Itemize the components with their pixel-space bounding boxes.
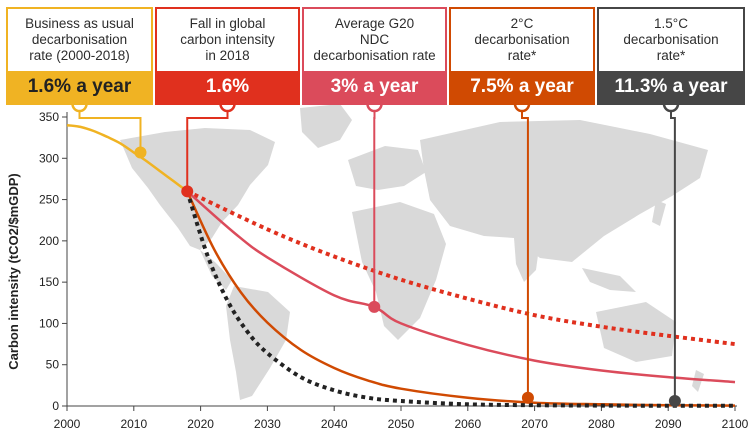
box-rate: 3% a year	[304, 71, 445, 103]
x-tick-label: 2010	[120, 417, 147, 431]
y-tick-label: 50	[46, 358, 60, 372]
annotation-box-g20-ndc: Average G20 NDC decarbonisation rate 3% …	[302, 7, 447, 105]
annotation-box-bau: Business as usual decarbonisation rate (…	[6, 7, 153, 105]
series-layer	[66, 124, 736, 408]
x-tick-label: 2040	[321, 417, 348, 431]
y-tick-label: 0	[52, 399, 59, 413]
x-tick-label: 2090	[655, 417, 682, 431]
x-tick-label: 2080	[588, 417, 615, 431]
data-marker-dot	[668, 395, 681, 408]
x-tick-label: 2020	[187, 417, 214, 431]
series-line-fall2018	[186, 189, 736, 347]
data-marker-dot	[368, 300, 381, 313]
y-tick-label: 100	[39, 316, 59, 330]
box-label: 1.5°C decarbonisation rate*	[623, 16, 719, 63]
y-tick-label: 200	[39, 234, 59, 248]
y-tick-label: 350	[39, 110, 59, 124]
series-line-g20	[186, 190, 736, 384]
series-line-c15	[185, 190, 735, 408]
y-tick-label: 150	[39, 275, 59, 289]
data-marker-dot	[134, 146, 147, 159]
x-tick-label: 2030	[254, 417, 281, 431]
x-tick-label: 2050	[388, 417, 415, 431]
box-rate: 7.5% a year	[451, 71, 593, 103]
box-label: 2°C decarbonisation rate*	[474, 16, 570, 63]
annotation-box-2c: 2°C decarbonisation rate* 7.5% a year	[449, 7, 595, 105]
x-tick-label: 2060	[454, 417, 481, 431]
annotation-box-fall-2018: Fall in global carbon intensity in 2018 …	[155, 7, 300, 105]
box-rate: 1.6%	[157, 71, 298, 103]
y-tick-label: 250	[39, 193, 59, 207]
series-line-bau	[66, 124, 188, 193]
y-axis-label: Carbon intensity (tCO2/$mGDP)	[6, 173, 21, 369]
box-label: Business as usual decarbonisation rate (…	[25, 16, 134, 63]
annotation-box-1-5c: 1.5°C decarbonisation rate* 11.3% a year	[597, 7, 745, 105]
x-tick-label: 2070	[521, 417, 548, 431]
data-marker-dot	[181, 185, 194, 198]
box-label: Average G20 NDC decarbonisation rate	[313, 16, 436, 63]
box-rate: 1.6% a year	[8, 71, 151, 103]
data-marker-dot	[521, 391, 534, 404]
box-label: Fall in global carbon intensity in 2018	[180, 16, 275, 63]
x-tick-label: 2000	[54, 417, 81, 431]
box-rate: 11.3% a year	[599, 71, 743, 103]
y-tick-label: 300	[39, 151, 59, 165]
x-tick-label: 2100	[722, 417, 749, 431]
